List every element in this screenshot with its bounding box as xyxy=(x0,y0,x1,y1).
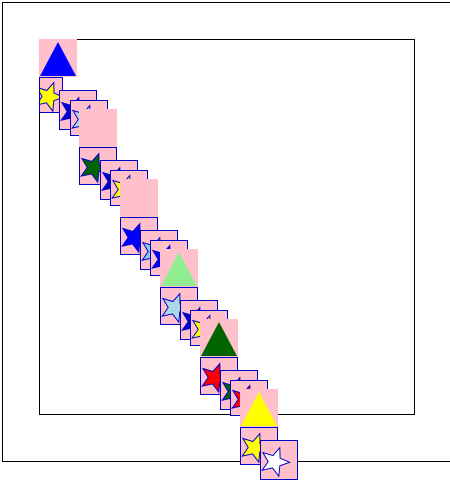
triangle-icon xyxy=(201,322,237,356)
triangle-icon xyxy=(40,42,76,76)
game-piece-blank[interactable] xyxy=(120,179,158,217)
game-piece-star[interactable] xyxy=(160,287,198,325)
game-piece-triangle[interactable] xyxy=(240,389,278,427)
game-piece-triangle[interactable] xyxy=(200,319,238,357)
game-piece-triangle[interactable] xyxy=(160,249,198,287)
star-icon xyxy=(261,446,292,478)
game-piece-blank[interactable] xyxy=(79,109,117,147)
triangle-icon xyxy=(241,392,277,426)
piece-cascade xyxy=(39,39,298,480)
game-piece-star[interactable] xyxy=(260,440,298,480)
triangle-icon xyxy=(161,252,197,286)
board-frame xyxy=(39,39,415,415)
game-piece-triangle[interactable] xyxy=(39,39,77,77)
